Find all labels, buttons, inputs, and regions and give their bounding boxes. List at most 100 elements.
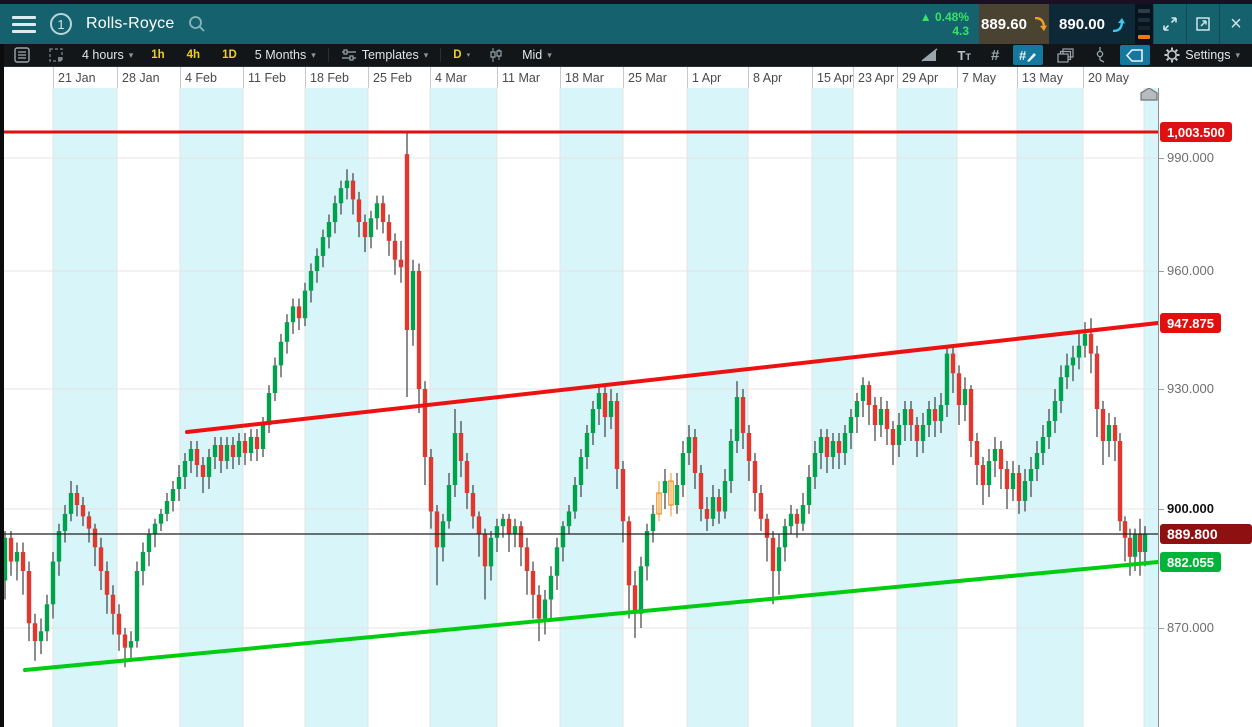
candle-body xyxy=(458,433,464,461)
candle-body xyxy=(854,401,860,417)
popout-button[interactable] xyxy=(1186,4,1219,44)
x-axis-label: 15 Apr xyxy=(817,71,854,85)
candle-body xyxy=(320,237,326,256)
week-band xyxy=(53,88,117,727)
candle-body xyxy=(812,453,818,477)
candle-body xyxy=(116,613,122,635)
chart-type-button[interactable] xyxy=(482,45,510,65)
candle-body xyxy=(260,425,266,449)
trendline-red xyxy=(185,321,1158,434)
settings-button[interactable]: Settings ▾ xyxy=(1158,45,1246,65)
candle-body xyxy=(836,441,842,453)
grid-tool-button[interactable]: # xyxy=(985,45,1005,65)
templates-dropdown[interactable]: Templates ▾ xyxy=(335,45,435,65)
candle-body xyxy=(632,585,638,614)
x-axis-tick xyxy=(430,67,431,89)
candle-body xyxy=(584,433,590,457)
chevron-down-icon: ▾ xyxy=(311,49,316,60)
candle-body xyxy=(464,461,470,493)
sell-price: 889.60 xyxy=(981,15,1027,33)
price-source-dropdown[interactable]: Mid ▾ xyxy=(516,45,558,65)
candle-body xyxy=(986,461,992,485)
candle-body xyxy=(662,481,668,493)
week-band xyxy=(305,88,368,727)
windows-button[interactable] xyxy=(1051,45,1080,65)
candle-body xyxy=(302,290,308,319)
watchlist-button[interactable] xyxy=(8,45,36,65)
y-axis-label: 870.000 xyxy=(1167,620,1214,635)
candle-body xyxy=(416,271,422,389)
trend-draw-tool-button[interactable] xyxy=(915,45,944,65)
candle-body xyxy=(404,154,410,330)
x-axis-label: 18 Mar xyxy=(565,71,604,85)
candle-body xyxy=(1046,421,1052,437)
x-axis-tick xyxy=(1083,67,1084,89)
candle-body xyxy=(794,513,800,524)
x-axis-tick xyxy=(368,67,369,89)
marker-tool-button[interactable] xyxy=(1088,45,1112,65)
candle-body xyxy=(716,497,722,512)
candle-body xyxy=(1142,534,1148,553)
candle-body xyxy=(566,511,572,527)
candle-body xyxy=(386,222,392,241)
quick-period-1d[interactable]: 1D xyxy=(222,49,237,61)
candle-body xyxy=(284,322,290,342)
candle-body xyxy=(968,389,974,441)
candle-body xyxy=(128,641,134,648)
candle-body xyxy=(62,513,68,532)
candle-body xyxy=(608,401,614,417)
close-button[interactable]: × xyxy=(1219,4,1252,44)
tag-tool-button[interactable] xyxy=(1120,45,1151,65)
candle-body xyxy=(1132,533,1138,557)
candle-body xyxy=(230,445,236,457)
buy-price: 890.00 xyxy=(1059,15,1105,33)
buy-price-button[interactable]: 890.00 xyxy=(1049,4,1135,44)
x-axis-label: 28 Jan xyxy=(122,71,160,85)
candle-body xyxy=(422,389,428,457)
dashed-square-icon xyxy=(49,48,63,62)
y-axis-label: 900.000 xyxy=(1167,501,1214,516)
menu-icon[interactable] xyxy=(12,15,36,33)
candle-body xyxy=(1058,377,1064,401)
period-dropdown[interactable]: 4 hours ▾ xyxy=(76,45,139,65)
candle-body xyxy=(596,393,602,409)
quick-period-4h[interactable]: 4h xyxy=(186,49,201,61)
current-price-badge: 889.800 xyxy=(1160,524,1252,544)
candle-body xyxy=(626,521,632,586)
candle-body xyxy=(290,306,296,323)
candle-body xyxy=(920,425,926,441)
candle-body xyxy=(170,489,176,501)
y-axis-label: 930.000 xyxy=(1167,381,1214,396)
candle-body xyxy=(1117,441,1123,522)
candle-body xyxy=(524,547,530,572)
expand-button[interactable] xyxy=(1153,4,1186,44)
layout-select-button[interactable] xyxy=(42,45,70,65)
y-axis[interactable]: 990.000 960.000 930.000 900.000 870.000 1,003… xyxy=(1158,88,1252,727)
candle-body xyxy=(98,547,104,572)
candle-body xyxy=(482,533,488,567)
x-axis-tick xyxy=(897,67,898,89)
chart-area[interactable]: 990.000 960.000 930.000 900.000 870.000 1,003… xyxy=(0,88,1252,727)
day-session-button[interactable]: D ▾ xyxy=(447,45,476,65)
templates-label: Templates xyxy=(361,48,419,62)
workspace-1-badge[interactable]: 1 xyxy=(50,13,72,35)
candle-body xyxy=(374,203,380,219)
price-tag-icon xyxy=(1126,48,1144,62)
range-dropdown[interactable]: 5 Months ▾ xyxy=(249,45,322,65)
candle-body xyxy=(182,461,188,477)
trendline-green-price-badge: 882.055 xyxy=(1160,552,1221,572)
search-icon[interactable] xyxy=(188,15,206,33)
annotate-grid-button[interactable]: # xyxy=(1013,45,1044,65)
expand-icon xyxy=(1163,17,1177,31)
candle-body xyxy=(938,405,944,421)
candlestick-plot[interactable] xyxy=(0,88,1158,727)
text-tool-button[interactable]: TT xyxy=(952,45,977,65)
sell-price-button[interactable]: 889.60 xyxy=(979,4,1049,44)
candle-body xyxy=(980,465,986,485)
candle-body xyxy=(962,389,968,405)
candle-body xyxy=(1004,469,1010,489)
quick-period-1h[interactable]: 1h xyxy=(151,49,165,61)
candle-body xyxy=(764,518,770,538)
candle-body xyxy=(638,566,644,614)
